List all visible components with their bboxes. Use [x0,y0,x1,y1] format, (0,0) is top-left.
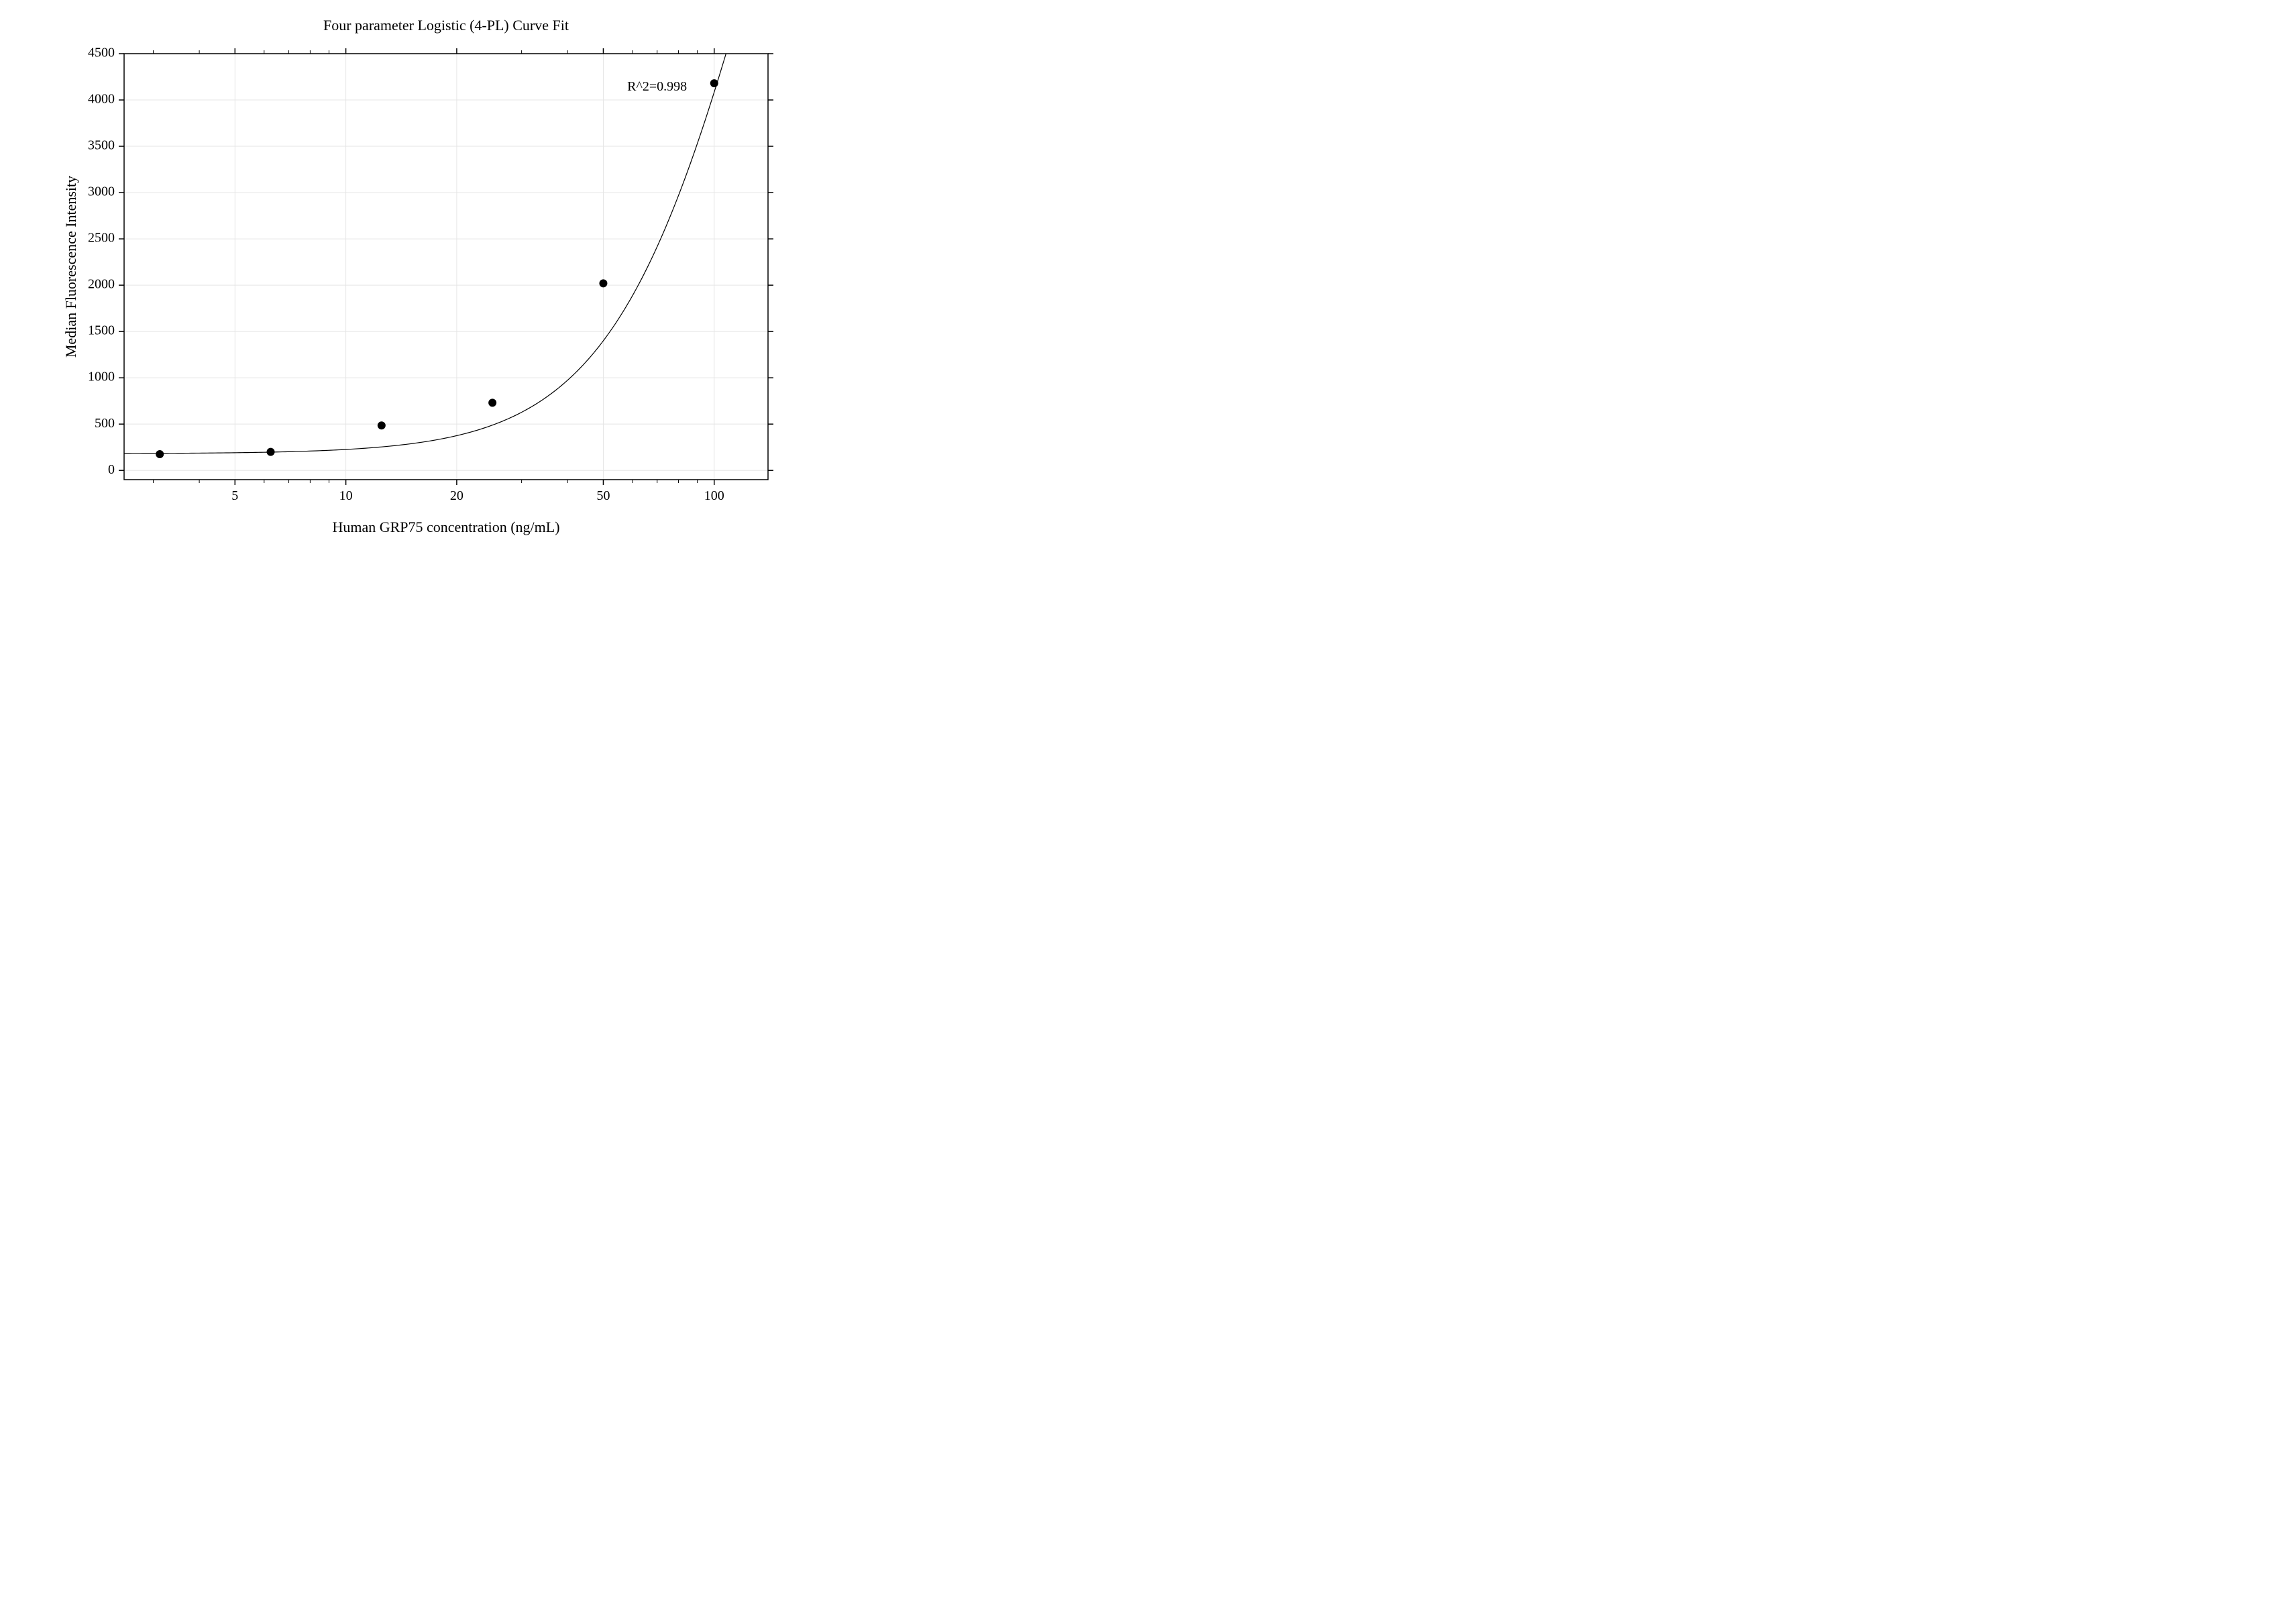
x-tick-label: 20 [450,488,463,503]
data-point [156,450,164,458]
plot-area [124,54,768,480]
x-axis-label: Human GRP75 concentration (ng/mL) [332,519,559,535]
data-point [267,448,275,456]
x-tick-label: 100 [704,488,724,503]
r-squared-annotation: R^2=0.998 [627,79,687,94]
y-tick-label: 3000 [88,184,115,199]
x-tick-label: 50 [596,488,610,503]
x-tick-label: 10 [339,488,353,503]
x-tick-label: 5 [231,488,238,503]
y-axis-label: Median Fluorescence Intensity [62,176,79,358]
y-tick-label: 0 [108,462,115,477]
chart-title: Four parameter Logistic (4-PL) Curve Fit [323,17,569,34]
y-tick-label: 1500 [88,323,115,338]
chart-container: 0 500 1000 1500 2000 2500 3000 3500 4000 4500 5 10 2… [0,0,859,600]
y-tick-label: 3500 [88,138,115,153]
y-tick-label: 1000 [88,370,115,384]
y-tick-label: 2000 [88,277,115,292]
data-point [378,421,386,429]
data-point [599,279,607,287]
y-tick-label: 2500 [88,231,115,246]
chart-svg: 0 500 1000 1500 2000 2500 3000 3500 4000 4500 5 10 2… [0,0,859,600]
y-tick-label: 4500 [88,46,115,60]
y-tick-label: 500 [95,416,115,431]
data-point [710,79,718,87]
y-tick-label: 4000 [88,92,115,107]
data-point [488,398,496,407]
